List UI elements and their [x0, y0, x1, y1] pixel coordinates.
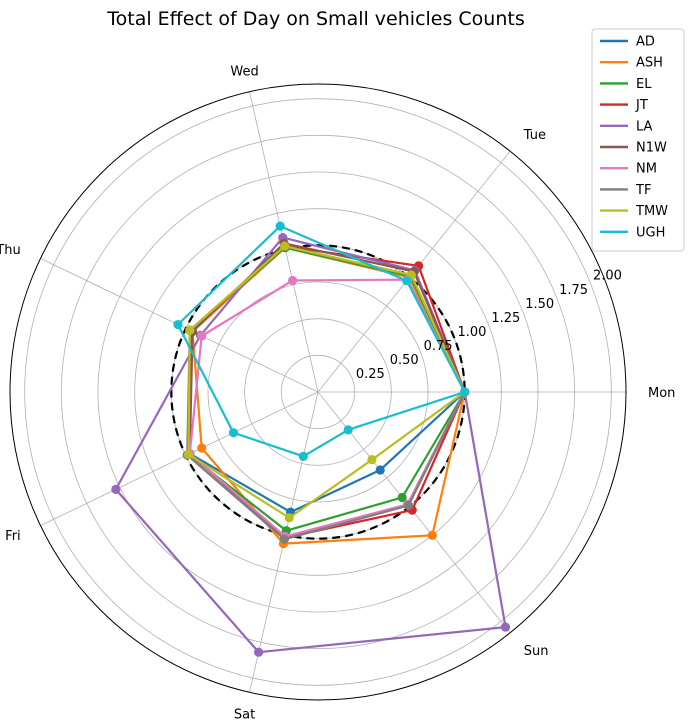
category-label-mon: Mon — [648, 386, 675, 401]
legend-label: LA — [636, 119, 653, 134]
data-point — [298, 451, 308, 461]
series-layer — [111, 221, 511, 657]
data-point — [427, 530, 437, 540]
series-tmw — [183, 241, 470, 523]
series-la — [111, 232, 511, 657]
radial-tick-label: 0.75 — [424, 339, 453, 354]
legend: AD ASH EL JT LA N1W NM TF TMW UGH — [591, 28, 685, 252]
series-line — [114, 236, 507, 654]
grid-spoke — [40, 391, 319, 526]
series-n1w — [185, 238, 470, 543]
radial-tick-labels: 0.25 0.50 0.75 1.00 1.25 1.50 1.75 2.00 — [356, 269, 622, 382]
data-point — [275, 221, 285, 231]
series-ugh — [173, 221, 470, 461]
data-point — [375, 465, 385, 475]
data-point — [254, 647, 264, 657]
data-point — [500, 622, 511, 632]
category-label-fri: Fri — [5, 529, 21, 544]
data-point — [367, 455, 377, 465]
radial-tick-label: 1.50 — [525, 297, 554, 312]
radial-tick-label: 1.25 — [491, 311, 520, 326]
data-point — [173, 319, 183, 330]
category-label-sat: Sat — [234, 708, 255, 723]
legend-label: TMW — [635, 204, 668, 219]
data-point — [183, 449, 194, 459]
data-point — [111, 484, 121, 494]
data-point — [397, 492, 407, 503]
radial-tick-label: 2.00 — [593, 269, 622, 284]
data-point — [343, 425, 353, 435]
series-line — [188, 278, 466, 538]
radial-tick-label: 1.75 — [559, 283, 588, 298]
chart-title: Total Effect of Day on Small vehicles Co… — [106, 8, 525, 30]
data-point — [228, 428, 239, 438]
category-label-thu: Thu — [0, 243, 21, 258]
category-label-tue: Tue — [523, 128, 546, 143]
data-point — [280, 241, 290, 251]
legend-label: EL — [636, 77, 652, 92]
series-line — [187, 245, 466, 519]
data-point — [403, 500, 414, 511]
data-point — [197, 331, 207, 341]
data-point — [402, 276, 412, 286]
category-label-wed: Wed — [230, 64, 258, 79]
legend-label: AD — [636, 35, 655, 50]
data-point — [185, 325, 195, 335]
category-label-sun: Sun — [524, 644, 549, 659]
category-labels: Mon Tue Wed Thu Fri Sat Sun — [0, 64, 675, 722]
legend-label: ASH — [636, 56, 663, 71]
legend-label: N1W — [636, 141, 667, 156]
series-line — [176, 225, 466, 458]
radial-tick-label: 0.50 — [390, 353, 419, 368]
data-point — [197, 443, 207, 453]
polar-grid — [9, 83, 627, 701]
data-point — [284, 513, 294, 523]
legend-label: JT — [635, 98, 648, 113]
legend-label: NM — [636, 162, 657, 177]
polar-frame — [9, 83, 627, 701]
data-point — [279, 534, 289, 544]
data-point — [460, 387, 470, 397]
radial-tick-label: 0.25 — [356, 367, 385, 382]
data-point — [287, 275, 298, 286]
legend-label: TF — [635, 183, 651, 198]
legend-label: UGH — [636, 225, 665, 240]
radial-tick-label: 1.00 — [458, 325, 487, 340]
